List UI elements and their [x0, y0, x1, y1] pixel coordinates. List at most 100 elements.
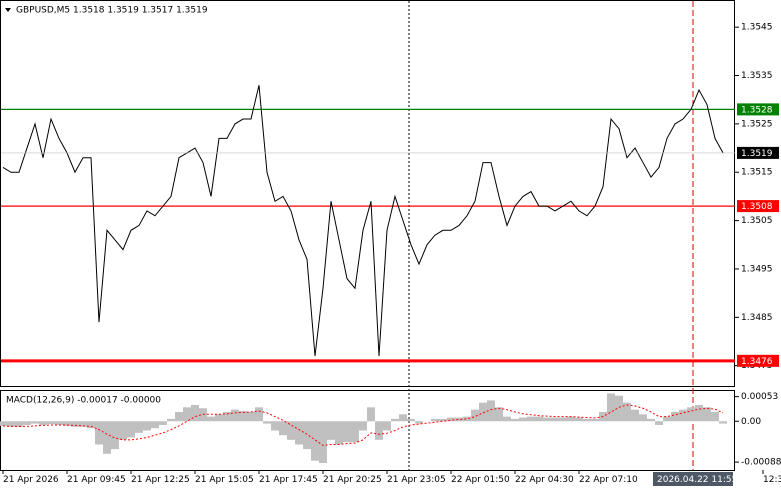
histogram-bar — [255, 407, 263, 422]
histogram-bar — [287, 421, 295, 440]
histogram-bar — [95, 421, 103, 445]
histogram-bar — [535, 416, 543, 422]
histogram-bar — [639, 414, 647, 422]
x-tick-label: 21 Apr 20:25 — [323, 475, 382, 485]
histogram-bar — [39, 421, 47, 425]
x-tick-label: 21 Apr 15:05 — [195, 475, 254, 485]
histogram-bar — [167, 418, 175, 422]
histogram-bar — [407, 418, 415, 422]
y-tick-label: 1.3525 — [741, 119, 773, 129]
chart-title: GBPUSD,M5 1.3518 1.3519 1.3517 1.3519 — [16, 6, 208, 16]
y-tick-label: 0.00 — [741, 417, 761, 427]
x-tick-label: 21 Apr 2026 — [3, 475, 59, 485]
y-tick-label: 1.3515 — [741, 168, 773, 178]
histogram-bar — [527, 416, 535, 422]
histogram-bar — [431, 418, 439, 422]
histogram-bar — [615, 395, 623, 422]
histogram-bar — [103, 421, 111, 454]
histogram-bar — [703, 407, 711, 422]
x-tick-label: 22 Apr 07:10 — [579, 475, 638, 485]
level-label: 1.3508 — [741, 202, 773, 212]
histogram-bar — [543, 417, 551, 422]
histogram-bar — [47, 421, 55, 425]
histogram-bar — [367, 407, 375, 422]
x-tick-label: 21 Apr 09:45 — [67, 475, 126, 485]
histogram-bar — [583, 418, 591, 422]
level-label: 1.3528 — [741, 105, 773, 115]
histogram-bar — [15, 421, 23, 427]
main-panel — [0, 0, 735, 387]
histogram-bar — [79, 421, 87, 427]
histogram-bar — [375, 421, 383, 440]
histogram-bar — [695, 405, 703, 422]
x-tick-label: 22 Apr 04:30 — [515, 475, 574, 485]
y-tick-label: 1.3485 — [741, 313, 773, 323]
x-tick-label: 12:30 — [763, 475, 781, 485]
histogram-bar — [623, 402, 631, 422]
histogram-bar — [71, 421, 79, 427]
histogram-bar — [7, 421, 15, 427]
y-tick-label: 1.3495 — [741, 264, 773, 274]
histogram-bar — [183, 407, 191, 422]
y-tick-label: 1.3535 — [741, 71, 773, 81]
histogram-bar — [31, 421, 39, 424]
histogram-bar — [239, 411, 247, 422]
histogram-bar — [511, 418, 519, 422]
histogram-bar — [151, 421, 159, 429]
histogram-bar — [207, 416, 215, 422]
x-tick-label: 21 Apr 23:05 — [387, 475, 446, 485]
histogram-bar — [143, 421, 151, 431]
histogram-bar — [135, 421, 143, 433]
histogram-bar — [127, 421, 135, 438]
histogram-bar — [191, 405, 199, 422]
histogram-bar — [319, 421, 327, 464]
y-tick-label: -0.00088 — [741, 458, 781, 468]
x-tick-label: 21 Apr 17:45 — [259, 475, 318, 485]
histogram-bar — [719, 421, 727, 424]
histogram-bar — [63, 421, 71, 426]
histogram-bar — [55, 421, 63, 425]
histogram-bar — [295, 421, 303, 445]
histogram-bar — [559, 417, 567, 422]
histogram-bar — [279, 421, 287, 436]
histogram-bar — [223, 411, 231, 422]
y-tick-label: 1.3545 — [741, 23, 773, 33]
histogram-bar — [391, 418, 399, 422]
cursor-label-box — [653, 472, 733, 486]
histogram-bar — [0, 421, 7, 426]
histogram-bar — [671, 411, 679, 422]
menu-icon — [5, 8, 11, 12]
macd-title: MACD(12,26,9) -0.00017 -0.00000 — [6, 396, 161, 406]
histogram-bar — [359, 421, 367, 431]
y-tick-label: 1.3505 — [741, 216, 773, 226]
level-label-box — [737, 354, 779, 367]
last-price-label: 1.3519 — [741, 149, 773, 159]
histogram-bar — [463, 416, 471, 422]
histogram-bar — [415, 421, 423, 424]
price-line — [2, 85, 724, 357]
histogram-bar — [175, 411, 183, 422]
histogram-bar — [455, 417, 463, 422]
histogram-bar — [247, 411, 255, 422]
histogram-bar — [311, 421, 319, 461]
last-price-box — [737, 146, 779, 159]
histogram-bar — [303, 421, 311, 450]
histogram-bar — [263, 421, 271, 424]
histogram-bar — [87, 421, 95, 429]
histogram-bar — [503, 416, 511, 422]
histogram-bar — [23, 421, 31, 425]
y-tick-label: 0.00053 — [741, 392, 778, 402]
histogram-bar — [575, 417, 583, 422]
histogram-bar — [159, 421, 167, 425]
histogram-bar — [335, 421, 343, 445]
histogram-bar — [271, 421, 279, 431]
histogram-bar — [351, 421, 359, 443]
histogram-bar — [111, 421, 119, 450]
histogram-bar — [647, 418, 655, 422]
level-label: 1.3476 — [741, 357, 773, 367]
histogram-bar — [519, 417, 527, 422]
x-tick-label: 21 Apr 12:25 — [131, 475, 190, 485]
histogram-bar — [439, 418, 447, 422]
